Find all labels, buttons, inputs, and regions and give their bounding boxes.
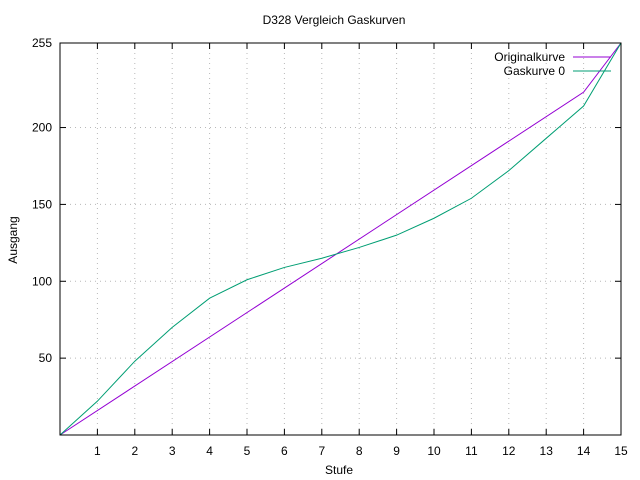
x-tick-label: 4 [206, 444, 213, 458]
x-tick-label: 2 [131, 444, 138, 458]
x-tick-label: 15 [614, 444, 628, 458]
y-tick-label: 150 [32, 197, 52, 211]
x-tick-label: 13 [540, 444, 554, 458]
series-line-2 [59, 42, 622, 436]
legend-label-2: Gaskurve 0 [504, 64, 566, 78]
series-layer [59, 42, 622, 436]
y-axis-label: Ausgang [6, 216, 20, 263]
y-tick-label: 255 [32, 36, 52, 50]
y-tick-label: 200 [32, 121, 52, 135]
x-tick-label: 1 [94, 444, 101, 458]
x-tick-label: 9 [393, 444, 400, 458]
chart-title: D328 Vergleich Gaskurven [263, 13, 406, 27]
x-tick-label: 14 [577, 444, 591, 458]
series-line-1 [59, 42, 622, 436]
x-axis-label: Stufe [325, 463, 353, 477]
x-tick-label: 5 [244, 444, 251, 458]
x-tick-label: 7 [318, 444, 325, 458]
plot-frame [59, 42, 622, 436]
y-tick-label: 100 [32, 274, 52, 288]
x-tick-label: 3 [169, 444, 176, 458]
legend-label-1: Originalkurve [494, 50, 565, 64]
y-tick-label: 50 [39, 351, 53, 365]
x-tick-label: 12 [502, 444, 516, 458]
x-tick-label: 11 [465, 444, 478, 458]
x-tick-label: 8 [356, 444, 363, 458]
grid [60, 43, 621, 435]
x-tick-label: 10 [427, 444, 441, 458]
x-tick-label: 6 [281, 444, 288, 458]
